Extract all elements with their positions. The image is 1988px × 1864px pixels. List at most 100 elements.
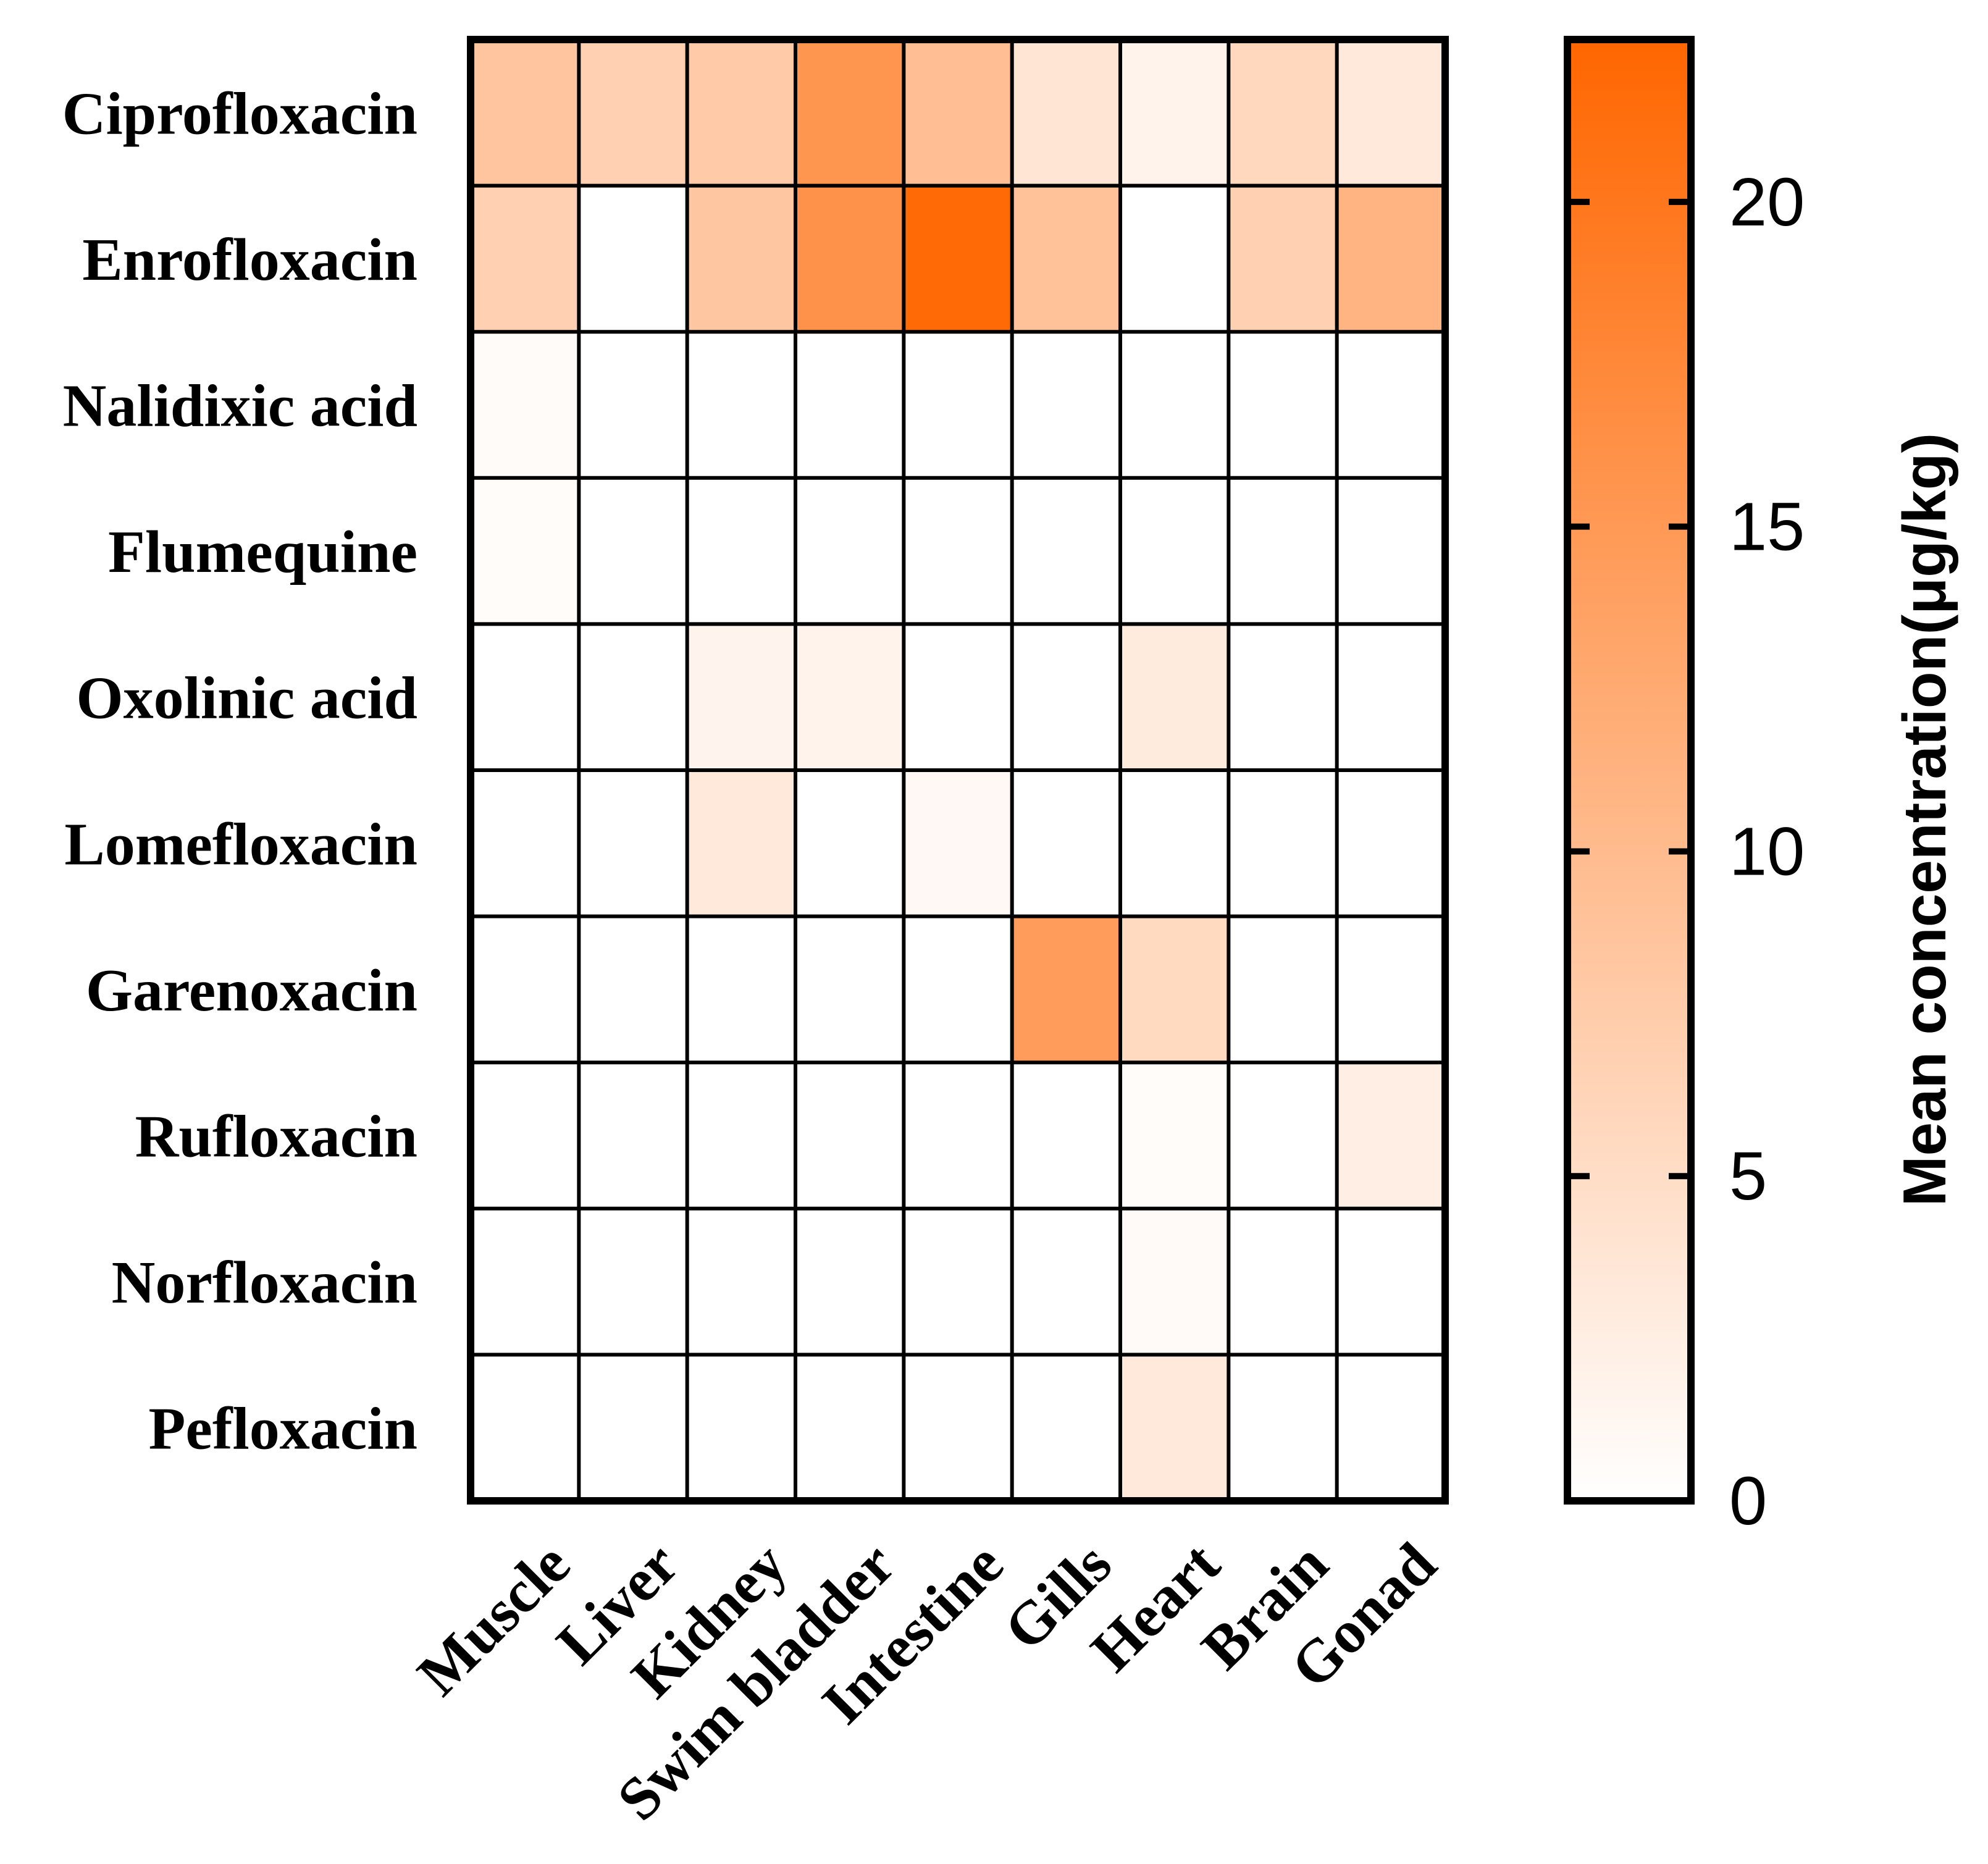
heatmap-cell: Enrofloxacin / Kidney: 8.3 xyxy=(687,185,795,332)
colorbar-ticks: 0 5 10 15 20 xyxy=(1567,164,1805,1539)
heatmap-cell: Norfloxacin / Muscle: 0 xyxy=(471,1208,579,1355)
heatmap-cell: Flumequine / Gonad: 0 xyxy=(1336,477,1445,624)
heatmap-cell: Ciprofloxacin / Brain: 5.8 xyxy=(1228,40,1337,186)
row-label: Flumequine xyxy=(108,519,417,586)
heatmap-cell: Pefloxacin / Brain: 0 xyxy=(1228,1354,1337,1501)
heatmap-cell: Garenoxacin / Muscle: 0 xyxy=(471,916,579,1063)
heatmap-cell: Nalidixic acid / Heart: 0 xyxy=(1120,332,1229,478)
heatmap-cell: Flumequine / Intestine: 0 xyxy=(904,477,1012,624)
colorbar: 0 5 10 15 20 Mean concentration(μg/kg) xyxy=(1564,36,1958,1539)
heatmap-cell: Rufloxacin / Gonad: 2.5 xyxy=(1336,1062,1445,1209)
heatmap-cell: Oxolinic acid / Swim bladder: 1.8 xyxy=(795,624,904,770)
heatmap-cell: Rufloxacin / Brain: 0 xyxy=(1228,1062,1337,1209)
heatmap-cell: Enrofloxacin / Gonad: 11 xyxy=(1336,185,1445,332)
heatmap-cell: Pefloxacin / Muscle: 0 xyxy=(471,1354,579,1501)
colorbar-tick-label: 0 xyxy=(1729,1463,1767,1539)
heatmap-cell: Ciprofloxacin / Swim bladder: 15.5 xyxy=(795,40,904,186)
heatmap-cell: Oxolinic acid / Intestine: 0 xyxy=(904,624,1012,770)
heatmap-cell: Lomefloxacin / Heart: 0 xyxy=(1120,770,1229,917)
row-label: Nalidixic acid xyxy=(63,373,417,440)
heatmap-cell: Garenoxacin / Swim bladder: 0 xyxy=(795,916,904,1063)
heatmap-cell: Oxolinic acid / Gonad: 0 xyxy=(1336,624,1445,770)
heatmap-cell: Norfloxacin / Gonad: 0 xyxy=(1336,1208,1445,1355)
heatmap-cell: Nalidixic acid / Liver: 0 xyxy=(579,332,687,478)
heatmap-cell: Flumequine / Swim bladder: 0 xyxy=(795,477,904,624)
heatmap-cell: Lomefloxacin / Kidney: 3.3 xyxy=(687,770,795,917)
heatmap-cell: Nalidixic acid / Gills: 0 xyxy=(1012,332,1120,478)
heatmap-cell: Norfloxacin / Brain: 0 xyxy=(1228,1208,1337,1355)
row-label: Lomefloxacin xyxy=(64,811,417,878)
heatmap-cell: Rufloxacin / Swim bladder: 0 xyxy=(795,1062,904,1209)
heatmap-cell: Enrofloxacin / Gills: 9 xyxy=(1012,185,1120,332)
heatmap-cell: Pefloxacin / Kidney: 0 xyxy=(687,1354,795,1501)
heatmap-cell: Pefloxacin / Gonad: 0 xyxy=(1336,1354,1445,1501)
heatmap-cell: Garenoxacin / Heart: 5.5 xyxy=(1120,916,1229,1063)
heatmap-cell: Ciprofloxacin / Heart: 1.8 xyxy=(1120,40,1229,186)
heatmap-cell: Ciprofloxacin / Gills: 3.8 xyxy=(1012,40,1120,186)
row-label: Rufloxacin xyxy=(135,1104,417,1170)
heatmap-cell: Ciprofloxacin / Liver: 6.8 xyxy=(579,40,687,186)
heatmap-cell: Garenoxacin / Gonad: 0 xyxy=(1336,916,1445,1063)
heatmap-cell: Lomefloxacin / Swim bladder: 0 xyxy=(795,770,904,917)
heatmap-cell: Enrofloxacin / Muscle: 6.8 xyxy=(471,185,579,332)
heatmap-cell: Ciprofloxacin / Intestine: 9.5 xyxy=(904,40,1012,186)
heatmap-cell: Oxolinic acid / Muscle: 0 xyxy=(471,624,579,770)
colorbar-tick-label: 15 xyxy=(1729,489,1805,565)
heatmap-cells: Ciprofloxacin / Muscle: 8.5Ciprofloxacin… xyxy=(471,40,1445,1501)
heatmap-cell: Norfloxacin / Liver: 0 xyxy=(579,1208,687,1355)
heatmap-cell: Nalidixic acid / Gonad: 0 xyxy=(1336,332,1445,478)
heatmap-cell: Oxolinic acid / Gills: 0 xyxy=(1012,624,1120,770)
heatmap-cell: Nalidixic acid / Intestine: 0 xyxy=(904,332,1012,478)
heatmap-cell: Nalidixic acid / Kidney: 0 xyxy=(687,332,795,478)
heatmap-cell: Rufloxacin / Intestine: 0 xyxy=(904,1062,1012,1209)
heatmap-cell: Pefloxacin / Heart: 3.3 xyxy=(1120,1354,1229,1501)
row-label: Enrofloxacin xyxy=(82,227,417,293)
row-label: Norfloxacin xyxy=(112,1249,417,1316)
heatmap-cell: Norfloxacin / Kidney: 0 xyxy=(687,1208,795,1355)
heatmap-cell: Pefloxacin / Intestine: 0 xyxy=(904,1354,1012,1501)
heatmap-cell: Oxolinic acid / Heart: 3 xyxy=(1120,624,1229,770)
heatmap-cell: Norfloxacin / Gills: 0 xyxy=(1012,1208,1120,1355)
heatmap-cell: Enrofloxacin / Brain: 6.8 xyxy=(1228,185,1337,332)
heatmap-cell: Enrofloxacin / Swim bladder: 16 xyxy=(795,185,904,332)
heatmap-cell: Rufloxacin / Gills: 0 xyxy=(1012,1062,1120,1209)
heatmap-cell: Lomefloxacin / Muscle: 0 xyxy=(471,770,579,917)
heatmap-cell: Ciprofloxacin / Muscle: 8.5 xyxy=(471,40,579,186)
heatmap-cell: Nalidixic acid / Swim bladder: 0 xyxy=(795,332,904,478)
heatmap-cell: Flumequine / Muscle: 0.4 xyxy=(471,477,579,624)
heatmap-cell: Rufloxacin / Kidney: 0 xyxy=(687,1062,795,1209)
heatmap-cell: Lomefloxacin / Brain: 0 xyxy=(1228,770,1337,917)
heatmap-cell: Garenoxacin / Brain: 0 xyxy=(1228,916,1337,1063)
heatmap-cell: Garenoxacin / Gills: 14.5 xyxy=(1012,916,1120,1063)
heatmap-cell: Ciprofloxacin / Gonad: 3.3 xyxy=(1336,40,1445,186)
colorbar-tick-label: 5 xyxy=(1729,1138,1767,1214)
column-label: Heart xyxy=(1078,1530,1233,1685)
colorbar-tick-label: 20 xyxy=(1729,164,1805,240)
heatmap-cell: Flumequine / Gills: 0 xyxy=(1012,477,1120,624)
heatmap-grid xyxy=(467,36,1449,1505)
heatmap-cell: Flumequine / Kidney: 0 xyxy=(687,477,795,624)
heatmap-cell: Norfloxacin / Intestine: 0 xyxy=(904,1208,1012,1355)
heatmap-cell: Oxolinic acid / Brain: 0 xyxy=(1228,624,1337,770)
row-label: Ciprofloxacin xyxy=(62,80,417,147)
heatmap-cell: Flumequine / Brain: 0 xyxy=(1228,477,1337,624)
heatmap-cell: Garenoxacin / Kidney: 0 xyxy=(687,916,795,1063)
colorbar-gradient-bar xyxy=(1564,36,1695,1505)
heatmap-cell: Lomefloxacin / Liver: 0 xyxy=(579,770,687,917)
heatmap-cell: Ciprofloxacin / Kidney: 7.8 xyxy=(687,40,795,186)
row-label: Garenoxacin xyxy=(86,957,417,1024)
heatmap-cell: Nalidixic acid / Brain: 0 xyxy=(1228,332,1337,478)
heatmap-cell: Nalidixic acid / Muscle: 0.6 xyxy=(471,332,579,478)
heatmap-cell: Lomefloxacin / Gills: 0 xyxy=(1012,770,1120,917)
heatmap-cell: Garenoxacin / Liver: 0 xyxy=(579,916,687,1063)
heatmap-cell: Rufloxacin / Muscle: 0 xyxy=(471,1062,579,1209)
heatmap-cell: Oxolinic acid / Liver: 0 xyxy=(579,624,687,770)
heatmap-cell: Garenoxacin / Intestine: 0 xyxy=(904,916,1012,1063)
heatmap-cell: Pefloxacin / Gills: 0 xyxy=(1012,1354,1120,1501)
heatmap-cell: Flumequine / Liver: 0 xyxy=(579,477,687,624)
colorbar-title: Mean concentration(μg/kg) xyxy=(1890,433,1958,1206)
heatmap-cell: Norfloxacin / Heart: 0.7 xyxy=(1120,1208,1229,1355)
row-labels: Ciprofloxacin Enrofloxacin Nalidixic acid F… xyxy=(62,80,417,1462)
